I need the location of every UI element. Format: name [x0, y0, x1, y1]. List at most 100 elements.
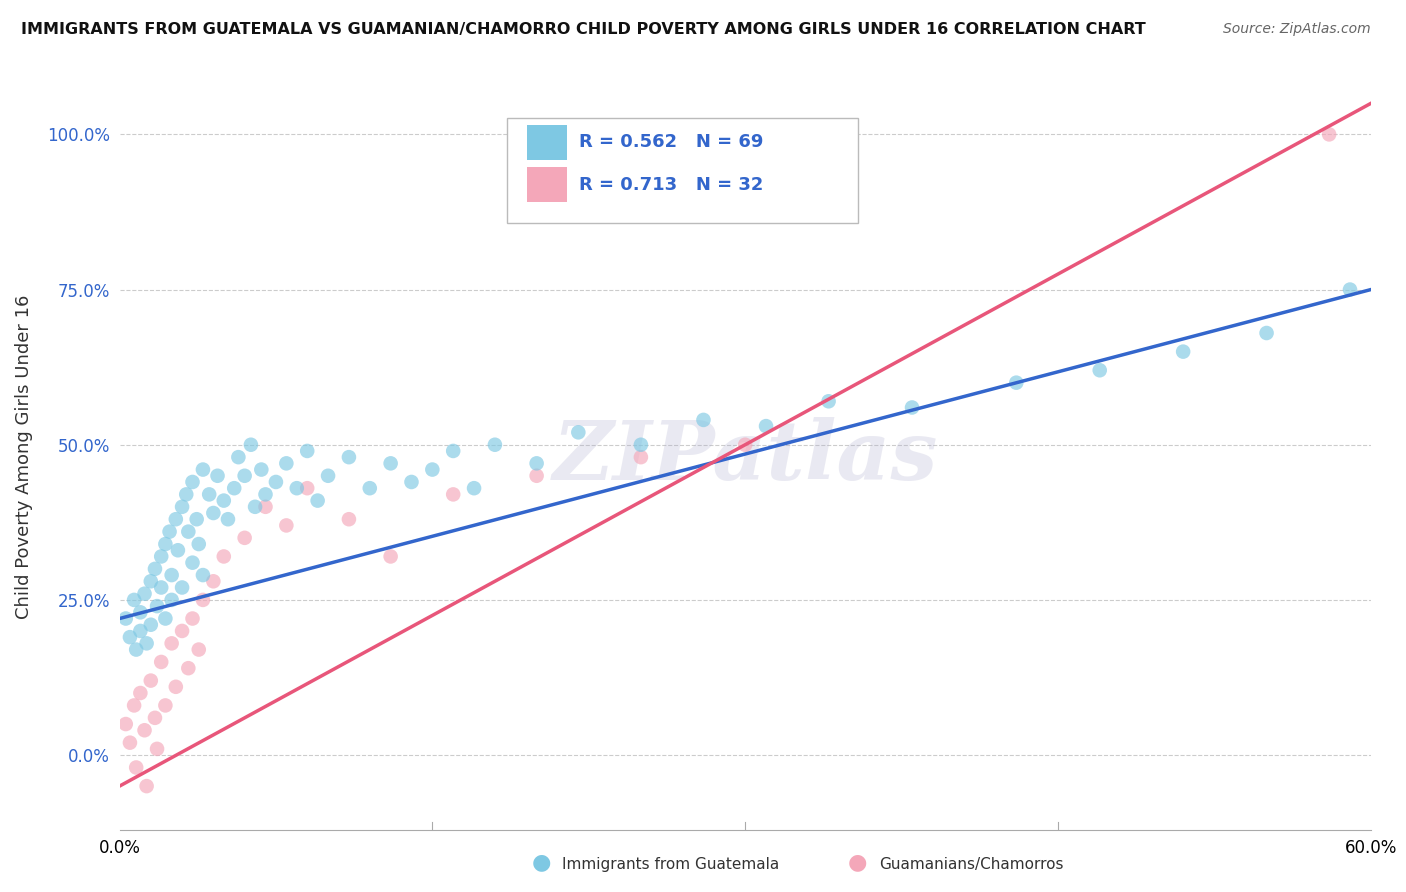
- Point: [125, 760, 148, 774]
- Point: [159, 524, 181, 539]
- Point: [177, 524, 200, 539]
- Point: [285, 481, 308, 495]
- Point: [177, 661, 200, 675]
- Point: [901, 401, 924, 415]
- Point: [233, 468, 256, 483]
- Point: [401, 475, 423, 489]
- Point: [181, 611, 204, 625]
- Point: [567, 425, 589, 440]
- Point: [526, 456, 548, 470]
- Text: Guamanians/Chamorros: Guamanians/Chamorros: [879, 857, 1063, 872]
- Point: [441, 487, 464, 501]
- Point: [250, 462, 273, 476]
- Point: [228, 450, 250, 465]
- Point: [191, 462, 214, 476]
- Point: [160, 568, 183, 582]
- Point: [172, 500, 194, 514]
- Point: [1005, 376, 1028, 390]
- Point: [276, 518, 298, 533]
- Text: Immigrants from Guatemala: Immigrants from Guatemala: [562, 857, 780, 872]
- Point: [181, 475, 204, 489]
- Text: ●: ●: [848, 853, 868, 872]
- Point: [316, 468, 339, 483]
- Point: [337, 450, 360, 465]
- Point: [187, 642, 209, 657]
- Point: [755, 419, 778, 434]
- Point: [276, 456, 298, 470]
- Point: [1339, 283, 1361, 297]
- Point: [224, 481, 246, 495]
- Point: [380, 456, 402, 470]
- Point: [118, 736, 141, 750]
- Point: [1317, 128, 1340, 142]
- Point: [186, 512, 208, 526]
- Point: [139, 617, 162, 632]
- Point: [129, 624, 152, 638]
- Point: [630, 450, 652, 465]
- Point: [143, 711, 166, 725]
- Point: [155, 698, 177, 713]
- Point: [297, 481, 319, 495]
- Point: [198, 487, 221, 501]
- Point: [114, 717, 136, 731]
- Point: [191, 568, 214, 582]
- Point: [1256, 326, 1278, 340]
- Y-axis label: Child Poverty Among Girls Under 16: Child Poverty Among Girls Under 16: [15, 295, 32, 619]
- Point: [817, 394, 839, 409]
- Point: [233, 531, 256, 545]
- Point: [165, 512, 187, 526]
- Point: [526, 468, 548, 483]
- Point: [734, 438, 756, 452]
- Point: [297, 444, 319, 458]
- Point: [337, 512, 360, 526]
- Point: [254, 487, 277, 501]
- Point: [150, 655, 173, 669]
- Point: [463, 481, 485, 495]
- Text: Source: ZipAtlas.com: Source: ZipAtlas.com: [1223, 22, 1371, 37]
- Point: [212, 493, 235, 508]
- Point: [165, 680, 187, 694]
- Point: [441, 444, 464, 458]
- Point: [114, 611, 136, 625]
- Point: [191, 593, 214, 607]
- FancyBboxPatch shape: [527, 125, 568, 160]
- Text: ●: ●: [531, 853, 551, 872]
- Point: [380, 549, 402, 564]
- Point: [129, 686, 152, 700]
- Point: [118, 630, 141, 644]
- Text: R = 0.713   N = 32: R = 0.713 N = 32: [579, 176, 763, 194]
- Text: ZIPatlas: ZIPatlas: [553, 417, 938, 497]
- Point: [122, 698, 145, 713]
- Point: [122, 593, 145, 607]
- Point: [150, 581, 173, 595]
- Point: [243, 500, 266, 514]
- Point: [155, 611, 177, 625]
- Point: [160, 636, 183, 650]
- Point: [129, 605, 152, 619]
- Point: [146, 742, 169, 756]
- Point: [134, 723, 156, 738]
- Point: [139, 673, 162, 688]
- Point: [181, 556, 204, 570]
- Point: [264, 475, 287, 489]
- Point: [150, 549, 173, 564]
- Point: [146, 599, 169, 614]
- Point: [692, 413, 714, 427]
- Point: [254, 500, 277, 514]
- Point: [139, 574, 162, 589]
- Point: [239, 438, 262, 452]
- Text: IMMIGRANTS FROM GUATEMALA VS GUAMANIAN/CHAMORRO CHILD POVERTY AMONG GIRLS UNDER : IMMIGRANTS FROM GUATEMALA VS GUAMANIAN/C…: [21, 22, 1146, 37]
- Point: [135, 636, 157, 650]
- Point: [359, 481, 381, 495]
- Point: [143, 562, 166, 576]
- Point: [172, 581, 194, 595]
- Point: [422, 462, 444, 476]
- Point: [160, 593, 183, 607]
- FancyBboxPatch shape: [527, 167, 568, 202]
- Point: [174, 487, 197, 501]
- Point: [134, 587, 156, 601]
- Point: [207, 468, 229, 483]
- Point: [187, 537, 209, 551]
- Point: [212, 549, 235, 564]
- Text: R = 0.562   N = 69: R = 0.562 N = 69: [579, 133, 763, 151]
